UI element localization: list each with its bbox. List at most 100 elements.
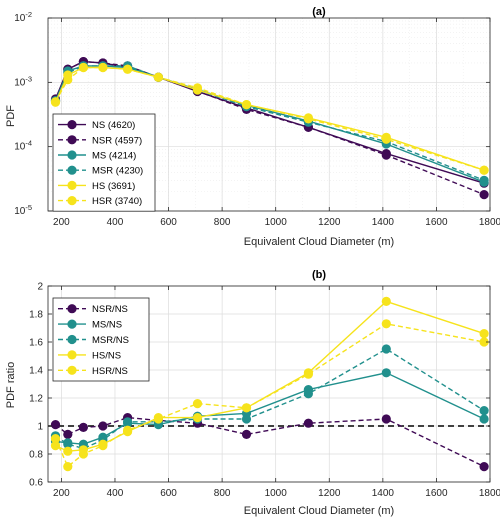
legend: NS (4620) NSR (4597) MS (4214) MSR (4230) HS…: [52, 113, 156, 212]
y-tick-label: 1.4: [29, 366, 43, 377]
data-point: [98, 421, 108, 431]
legend-label: MS (4214): [92, 151, 136, 162]
legend-label: HS (3691): [92, 181, 135, 192]
data-point: [479, 175, 489, 185]
legend-marker: [67, 319, 77, 329]
data-point: [479, 406, 489, 416]
legend-label: NS (4620): [92, 120, 135, 131]
data-point: [479, 165, 489, 175]
axes-frame: [47, 17, 491, 212]
panel-b-title: (b): [312, 269, 326, 281]
data-point: [381, 296, 391, 306]
legend-marker: [67, 334, 77, 345]
data-point: [123, 425, 133, 435]
data-point: [153, 72, 163, 82]
legend: NSR/NS MS/NS MSR/NS HS/NS HSR/NS: [52, 297, 150, 382]
data-point: [479, 414, 489, 424]
data-point: [303, 369, 313, 379]
legend-marker: [67, 304, 77, 314]
data-point: [63, 462, 73, 472]
x-tick-label: 1800: [479, 488, 500, 499]
legend-marker: [67, 180, 77, 190]
data-point: [381, 414, 391, 424]
y-tick-label: 0.8: [29, 450, 43, 461]
series-nsr-ns: [50, 413, 489, 472]
data-point: [192, 399, 203, 409]
data-point: [479, 190, 489, 200]
data-point: [50, 441, 61, 451]
series-hsr-ns: [50, 319, 489, 472]
panel-b-ylabel: PDF ratio: [5, 362, 17, 408]
y-tick-label: 10-4: [14, 139, 32, 153]
data-point: [78, 62, 88, 73]
data-point: [78, 422, 88, 432]
legend-marker: [67, 350, 77, 360]
legend-marker: [67, 150, 77, 160]
legend-label: NSR (4597): [92, 135, 142, 146]
panel-b-plot: 200 400 600 800 1000 1200 1400 1600 1800 0.6 0.8 1 1…: [29, 282, 500, 500]
panel-a-ylabel: PDF: [5, 105, 17, 127]
panel-a-title: (a): [312, 6, 326, 18]
x-tick-label: 1200: [318, 217, 341, 228]
data-point: [78, 449, 88, 459]
series-line: [55, 416, 485, 468]
legend-label: MSR/NS: [92, 335, 129, 346]
legend-label: HSR/NS: [92, 366, 128, 377]
x-tick-label: 400: [107, 217, 124, 228]
y-tick-exponent: -3: [25, 74, 32, 83]
data-point: [63, 75, 73, 85]
data-point: [381, 368, 391, 378]
data-point: [123, 64, 133, 74]
legend-label: HSR (3740): [92, 196, 142, 207]
x-tick-label: 800: [214, 217, 231, 228]
data-point: [381, 319, 391, 329]
data-point: [381, 150, 391, 160]
y-tick-label: 10-2: [14, 10, 32, 24]
data-point: [192, 413, 203, 423]
legend-marker: [67, 120, 77, 130]
axes-frame: [47, 285, 491, 483]
data-point: [241, 414, 252, 424]
y-tick-label: 1.8: [29, 310, 43, 321]
x-tick-label: 600: [160, 488, 177, 499]
data-point: [63, 446, 73, 456]
series-line: [54, 60, 485, 196]
data-point: [192, 83, 203, 93]
series-hsr: [50, 62, 489, 175]
data-point: [50, 434, 61, 444]
data-point: [381, 344, 391, 354]
x-tick-label: 1200: [318, 488, 341, 499]
data-point: [98, 62, 108, 73]
data-point: [303, 418, 313, 428]
x-tick-label: 1400: [372, 488, 395, 499]
legend-label: HS/NS: [92, 350, 121, 361]
x-tick-label: 200: [53, 488, 70, 499]
legend-label: NSR/NS: [92, 304, 128, 315]
data-point: [153, 414, 163, 424]
y-tick-label: 0.6: [29, 478, 43, 489]
legend-box: [52, 113, 156, 212]
data-point: [479, 329, 489, 339]
y-tick-label: 2: [37, 282, 43, 293]
data-point: [303, 114, 313, 124]
data-point: [63, 439, 73, 449]
x-tick-label: 600: [160, 217, 177, 228]
x-tick-label: 200: [53, 217, 70, 228]
legend-label: MS/NS: [92, 320, 122, 331]
legend-label: MSR (4230): [92, 166, 143, 177]
series-line: [54, 323, 485, 468]
data-point: [50, 420, 61, 430]
panel-a-plot: 200 400 600 800 1000 1200 1400 1600 180010-510-4…: [14, 10, 500, 228]
y-tick-base: 10: [14, 142, 26, 153]
data-point: [50, 97, 61, 107]
y-tick-exponent: -4: [25, 139, 32, 148]
y-tick-base: 10: [14, 13, 26, 24]
data-point: [241, 403, 252, 413]
legend-marker: [67, 165, 77, 175]
y-tick-label: 1: [37, 422, 43, 433]
data-point: [479, 337, 489, 347]
data-point: [381, 134, 391, 144]
data-point: [241, 429, 252, 439]
y-tick-label: 1.2: [29, 394, 43, 405]
